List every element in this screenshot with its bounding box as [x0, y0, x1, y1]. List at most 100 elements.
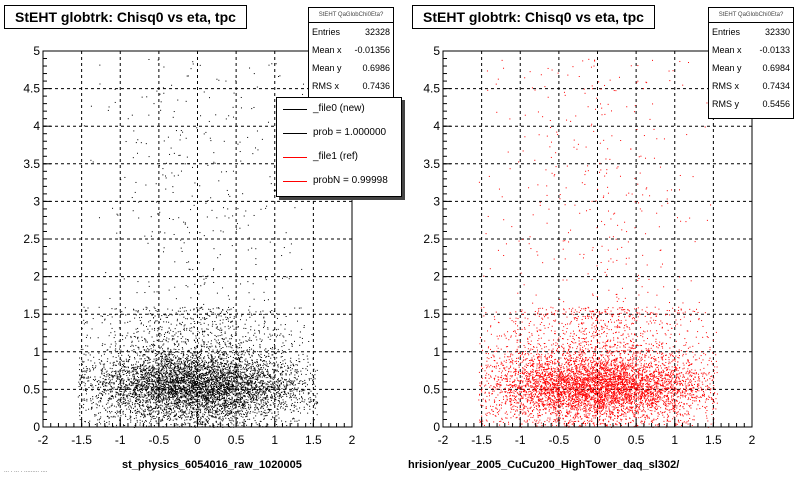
scatter-point — [196, 314, 198, 316]
scatter-point — [155, 403, 157, 405]
scatter-point — [285, 369, 287, 371]
scatter-point — [120, 380, 122, 382]
scatter-point — [117, 371, 119, 373]
scatter-point — [196, 384, 198, 386]
scatter-point — [209, 346, 211, 348]
scatter-point — [273, 365, 275, 367]
scatter-point — [208, 379, 210, 381]
scatter-point — [200, 115, 202, 117]
scatter-point — [197, 411, 199, 413]
scatter-point — [194, 357, 196, 359]
scatter-point — [96, 381, 98, 383]
scatter-point — [224, 377, 226, 379]
scatter-point — [211, 379, 213, 381]
scatter-point — [223, 385, 225, 387]
scatter-point — [240, 387, 242, 389]
scatter-point — [198, 419, 200, 421]
scatter-point — [176, 346, 178, 348]
scatter-point — [168, 388, 170, 390]
scatter-point — [256, 407, 258, 409]
scatter-point — [205, 376, 207, 378]
scatter-point — [247, 249, 249, 251]
scatter-point — [234, 411, 236, 413]
scatter-point — [201, 397, 203, 399]
scatter-point — [184, 222, 186, 224]
scatter-point — [239, 344, 241, 346]
scatter-point — [196, 307, 198, 309]
scatter-point — [207, 393, 209, 395]
scatter-point — [263, 397, 265, 399]
scatter-point — [205, 383, 207, 385]
scatter-point — [261, 393, 263, 395]
scatter-point — [148, 367, 150, 369]
scatter-point — [124, 394, 126, 396]
scatter-point — [166, 404, 168, 406]
scatter-point — [220, 377, 222, 379]
scatter-point — [194, 376, 196, 378]
scatter-point — [224, 372, 226, 374]
scatter-point — [119, 364, 121, 366]
scatter-point — [276, 357, 278, 359]
scatter-point — [242, 341, 244, 343]
scatter-point — [142, 370, 144, 372]
scatter-point — [188, 370, 190, 372]
scatter-point — [183, 374, 185, 376]
scatter-point — [190, 379, 192, 381]
scatter-point — [111, 382, 113, 384]
scatter-point — [233, 116, 235, 118]
scatter-point — [302, 398, 304, 400]
scatter-point — [218, 380, 220, 382]
scatter-point — [136, 367, 138, 369]
scatter-point — [141, 374, 143, 376]
scatter-point — [299, 361, 301, 363]
scatter-point — [276, 369, 278, 371]
scatter-point — [255, 311, 257, 313]
scatter-point — [227, 372, 229, 374]
scatter-point — [233, 401, 235, 403]
scatter-point — [134, 394, 136, 396]
scatter-point — [145, 349, 147, 351]
scatter-point — [212, 392, 214, 394]
scatter-point — [169, 365, 171, 367]
scatter-point — [150, 373, 152, 375]
scatter-point — [178, 349, 180, 351]
scatter-point — [165, 397, 167, 399]
scatter-point — [164, 350, 166, 352]
scatter-point — [235, 352, 237, 354]
scatter-point — [139, 355, 141, 357]
scatter-point — [138, 377, 140, 379]
scatter-point — [97, 396, 99, 398]
scatter-point — [284, 390, 286, 392]
scatter-point — [214, 372, 216, 374]
scatter-point — [265, 361, 267, 363]
scatter-point — [214, 338, 216, 340]
scatter-point — [230, 401, 232, 403]
scatter-point — [204, 395, 206, 397]
scatter-point — [179, 368, 181, 370]
scatter-point — [97, 419, 99, 421]
scatter-point — [238, 373, 240, 375]
scatter-point — [230, 334, 232, 336]
scatter-point — [127, 419, 129, 421]
scatter-point — [141, 396, 143, 398]
scatter-point — [172, 395, 174, 397]
scatter-point — [208, 373, 210, 375]
scatter-point — [179, 322, 181, 324]
scatter-point — [85, 390, 87, 392]
scatter-point — [228, 413, 230, 415]
scatter-point — [176, 388, 178, 390]
scatter-point — [200, 418, 202, 420]
scatter-point — [179, 407, 181, 409]
scatter-point — [207, 380, 209, 382]
scatter-point — [201, 403, 203, 405]
scatter-point — [206, 396, 208, 398]
scatter-point — [158, 400, 160, 402]
scatter-point — [231, 363, 233, 365]
scatter-point — [223, 353, 225, 355]
scatter-point — [167, 403, 169, 405]
scatter-point — [172, 391, 174, 393]
scatter-point — [184, 375, 186, 377]
scatter-point — [190, 361, 192, 363]
scatter-point — [235, 351, 237, 353]
scatter-point — [205, 368, 207, 370]
